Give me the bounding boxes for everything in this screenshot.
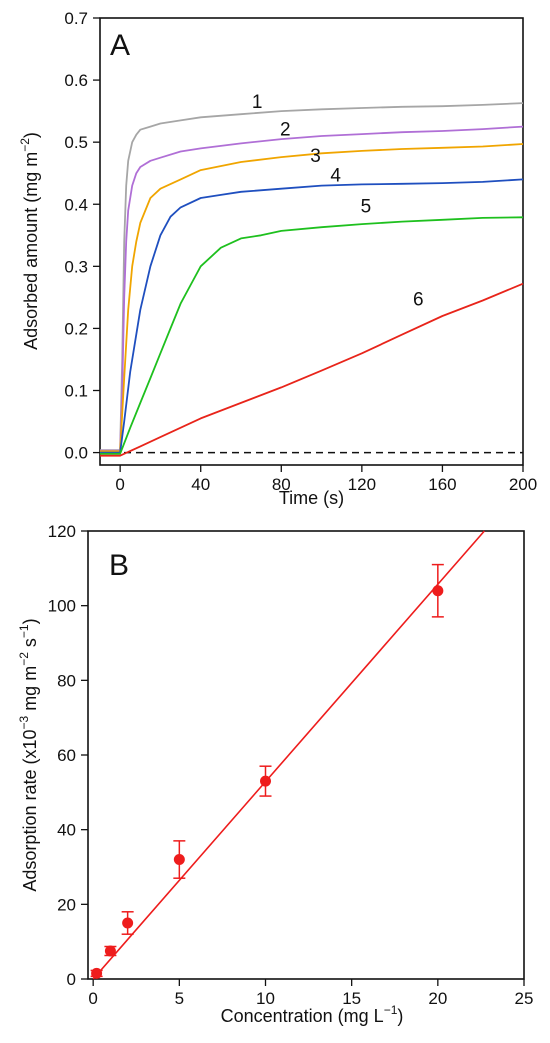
panel-a-curve-label-4: 4 xyxy=(330,165,341,186)
panel-a-y-axis-title: Adsorbed amount (mg m−2) xyxy=(18,132,41,350)
panel-b-data-point xyxy=(104,945,116,957)
panel-a-x-tick-label: 40 xyxy=(191,475,210,494)
panel-a-y-title-close: ) xyxy=(21,132,41,138)
panel-b-data-point xyxy=(432,585,444,597)
panel-a-y-title-main: Adsorbed amount (mg m xyxy=(21,152,41,350)
panel-b-x-tick-label: 15 xyxy=(342,989,361,1008)
panel-b-data-point xyxy=(173,854,185,866)
panel-b-y-axis-title: Adsorption rate (x10−3 mg m−2 s−1) xyxy=(17,618,40,891)
panel-b-x-title-close: ) xyxy=(397,1006,403,1026)
panel-a-series-line-3 xyxy=(100,143,524,453)
panel-a-series-line-5 xyxy=(100,216,524,455)
panel-b-y-tick-label: 0 xyxy=(67,970,76,989)
panel-b-fit-line xyxy=(92,530,485,980)
panel-b-adsorption-rate-chart: B 0 5 10 15 20 25 0 20 40 60 80 100 120 Concentratio… xyxy=(17,522,533,1026)
panel-b-plot-frame xyxy=(87,530,525,980)
panel-b-points-group xyxy=(90,563,444,979)
panel-b-y-tick-label: 60 xyxy=(57,746,76,765)
panel-a-x-tick-label: 200 xyxy=(509,475,537,494)
panel-a-ticks: 0 40 80 120 160 200 0.0 0.1 0.2 0.3 0.4 0.5 0.6 0.7 xyxy=(64,9,537,494)
panel-a-x-axis-title: Time (s) xyxy=(279,488,344,508)
panel-b-y-title-close: ) xyxy=(20,618,40,624)
panel-a-y-tick-label: 0.3 xyxy=(64,257,88,276)
panel-b-y-title-main: Adsorption rate (x10 xyxy=(20,730,40,892)
panel-b-y-tick-label: 100 xyxy=(48,597,76,616)
panel-a-curve-label-1: 1 xyxy=(252,92,263,113)
panel-a-series-line-2 xyxy=(100,125,524,452)
panel-b-y-tick-label: 80 xyxy=(57,671,76,690)
panel-a-curve-label-5: 5 xyxy=(361,196,372,217)
panel-a-adsorbed-amount-chart: A 0 40 80 120 160 200 0.0 0.1 0.2 0.3 0.4 0.5 0.6 0.7… xyxy=(18,9,537,508)
panel-b-x-tick-label: 0 xyxy=(88,989,97,1008)
panel-a-y-title-superscript: −2 xyxy=(18,138,32,152)
panel-b-x-tick-label: 5 xyxy=(175,989,184,1008)
panel-b-y-tick-label: 120 xyxy=(48,522,76,541)
panel-a-y-tick-label: 0.7 xyxy=(64,9,88,28)
panel-b-y-tick-label: 20 xyxy=(57,895,76,914)
panel-a-y-tick-label: 0.6 xyxy=(64,71,88,90)
panel-b-y-title-superscript-1: −3 xyxy=(17,715,31,729)
panel-a-series-line-6 xyxy=(100,282,524,457)
panel-b-x-title-superscript: −1 xyxy=(384,1003,398,1017)
panel-a-series-line-4 xyxy=(100,178,524,454)
panel-a-y-tick-label: 0.0 xyxy=(64,444,88,463)
panel-a-y-tick-label: 0.4 xyxy=(64,195,88,214)
panel-a-plot-frame xyxy=(99,17,524,466)
panel-a-curve-label-2: 2 xyxy=(280,119,291,140)
panel-a-series-group xyxy=(100,102,524,457)
panel-b-y-title-mid: mg m xyxy=(20,666,40,716)
panel-b-y-tick-label: 40 xyxy=(57,821,76,840)
panel-a-y-tick-label: 0.5 xyxy=(64,133,88,152)
panel-b-data-point xyxy=(122,917,134,929)
panel-b-y-title-superscript-3: −1 xyxy=(17,624,31,638)
panel-a-x-tick-label: 80 xyxy=(272,475,291,494)
panel-b-x-title-main: Concentration (mg L xyxy=(221,1006,384,1026)
panel-a-x-tick-label: 120 xyxy=(348,475,376,494)
panel-a-y-tick-label: 0.2 xyxy=(64,319,88,338)
panel-b-x-tick-label: 25 xyxy=(515,989,534,1008)
panel-a-curve-label-6: 6 xyxy=(413,289,424,310)
panel-b-y-title-mid-2: s xyxy=(20,638,40,652)
panel-b-data-point xyxy=(260,775,272,787)
panel-b-letter: B xyxy=(109,549,129,582)
panel-a-letter: A xyxy=(110,29,130,62)
panel-a-curve-label-3: 3 xyxy=(310,146,321,167)
panel-b-y-title-superscript-2: −2 xyxy=(17,652,31,666)
panel-a-x-tick-label: 160 xyxy=(428,475,456,494)
panel-b-fit-line-group xyxy=(92,530,485,980)
panel-b-x-axis-title: Concentration (mg L−1) xyxy=(221,1003,404,1026)
panel-b-x-tick-label: 10 xyxy=(256,989,275,1008)
panel-b-data-point xyxy=(91,967,103,979)
panel-a-x-tick-label: 0 xyxy=(115,475,124,494)
panel-a-y-tick-label: 0.1 xyxy=(64,382,88,401)
panel-b-x-tick-label: 20 xyxy=(428,989,447,1008)
panel-a-series-line-1 xyxy=(100,102,524,452)
panel-b-ticks: 0 5 10 15 20 25 0 20 40 60 80 100 120 xyxy=(48,522,534,1008)
